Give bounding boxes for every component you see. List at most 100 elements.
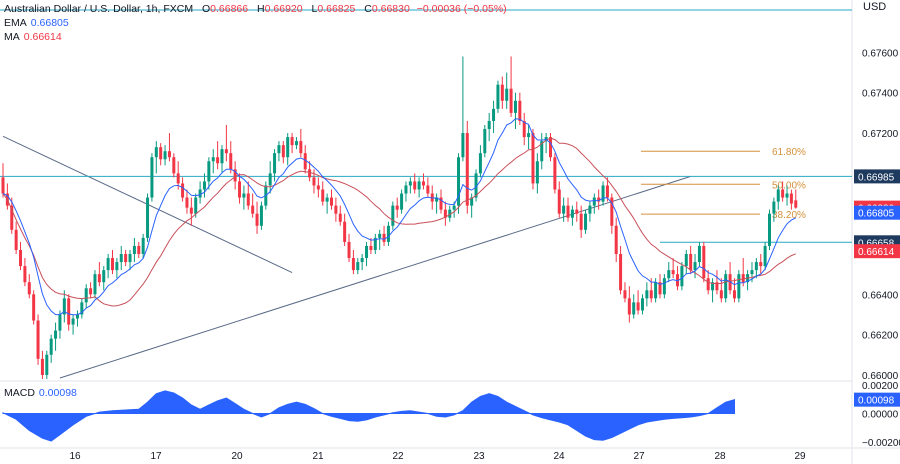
macd-area xyxy=(2,390,735,442)
candle xyxy=(470,193,474,218)
candle xyxy=(527,124,531,150)
candle xyxy=(693,254,697,279)
candle xyxy=(378,229,382,250)
candle xyxy=(421,173,425,190)
candle xyxy=(119,245,123,271)
candle xyxy=(619,245,623,295)
candle xyxy=(58,310,62,339)
candle xyxy=(93,270,97,299)
candle xyxy=(321,181,325,206)
candle xyxy=(238,173,242,204)
candle xyxy=(553,153,557,194)
candle xyxy=(509,56,513,117)
candle xyxy=(382,225,386,246)
candle xyxy=(658,274,662,299)
candle xyxy=(27,274,31,299)
ohlc-high-value: 0.66920 xyxy=(264,3,303,15)
ma-label: MA xyxy=(4,31,20,43)
svg-text:0.66614: 0.66614 xyxy=(858,247,895,258)
ohlc-open-value: 0.66866 xyxy=(210,3,249,15)
candle xyxy=(671,258,675,279)
ohlc-high-key: H xyxy=(257,3,265,15)
ema-legend: EMA 0.66805 xyxy=(4,16,69,30)
candle xyxy=(338,205,342,226)
candle xyxy=(662,274,666,299)
candle xyxy=(645,282,649,307)
candle xyxy=(211,149,215,174)
candle xyxy=(10,197,14,234)
candle xyxy=(189,197,193,226)
candle xyxy=(242,185,246,210)
candle xyxy=(303,145,307,174)
svg-text:0.66658: 0.66658 xyxy=(858,238,895,249)
candle xyxy=(588,201,592,222)
candle xyxy=(627,286,631,323)
candle xyxy=(347,233,351,263)
candle xyxy=(84,284,88,309)
candle xyxy=(781,181,785,202)
x-tick-label: 16 xyxy=(69,451,81,462)
axes: 16 17 20 21 22 23 24 27 28 29 0.67600 0.67400 0.6720… xyxy=(69,48,900,462)
ohlc-close-key: C xyxy=(364,3,372,15)
candle xyxy=(67,294,71,331)
x-tick-label: 20 xyxy=(231,451,243,462)
fib-level-label: 61.80% xyxy=(772,147,806,158)
candle xyxy=(45,350,49,379)
candle xyxy=(150,153,154,202)
candle xyxy=(146,193,150,242)
candle xyxy=(623,282,627,303)
horizontal-lines xyxy=(0,9,852,243)
candle xyxy=(500,76,504,109)
candle xyxy=(176,161,180,190)
candle xyxy=(544,133,548,154)
candle xyxy=(776,185,780,210)
ohlc-open-key: O xyxy=(201,3,211,15)
candle xyxy=(789,189,793,210)
macd-tick-label: 0.00000 xyxy=(862,410,899,421)
candle xyxy=(71,314,75,335)
candle xyxy=(259,201,263,230)
candle xyxy=(360,254,364,271)
candle xyxy=(597,189,601,210)
candle xyxy=(570,205,574,226)
candle xyxy=(584,209,588,234)
candles xyxy=(1,56,798,379)
candle xyxy=(785,185,789,206)
fib-level-label: 50.00% xyxy=(772,180,806,191)
candle xyxy=(1,163,5,198)
candle xyxy=(154,141,158,174)
macd-tick-label: 0.00200 xyxy=(862,381,899,392)
y-tick-label: 0.66400 xyxy=(862,290,899,301)
candle xyxy=(417,177,421,198)
candle xyxy=(172,153,176,178)
candle xyxy=(115,258,119,279)
y-tick-label: 0.67200 xyxy=(862,129,899,140)
candle xyxy=(167,133,171,162)
candle xyxy=(592,193,596,214)
candle xyxy=(404,181,408,202)
candle xyxy=(80,298,84,319)
candle xyxy=(75,310,79,327)
candle xyxy=(457,153,461,214)
x-tick-label: 17 xyxy=(150,451,162,462)
candle xyxy=(246,181,250,210)
candle xyxy=(316,177,320,198)
candle xyxy=(14,221,18,254)
candle xyxy=(562,197,566,222)
macd-label: MACD xyxy=(4,387,35,399)
ohlc-change-value: −0.00036 (−0.05%) xyxy=(416,3,507,15)
ohlc-low-key: L xyxy=(311,3,318,15)
candle xyxy=(759,254,763,275)
svg-text:0.66985: 0.66985 xyxy=(858,172,895,183)
candle xyxy=(102,266,106,291)
candle xyxy=(255,201,259,234)
candle xyxy=(132,237,136,263)
price-tag: 0.66805 xyxy=(854,205,900,220)
candle xyxy=(711,278,715,303)
candle xyxy=(216,141,220,170)
candle xyxy=(351,249,355,275)
candle xyxy=(697,241,701,267)
symbol-legend: Australian Dollar / U.S. Dollar, 1h, FXC… xyxy=(4,2,507,16)
ema-line xyxy=(2,118,797,316)
